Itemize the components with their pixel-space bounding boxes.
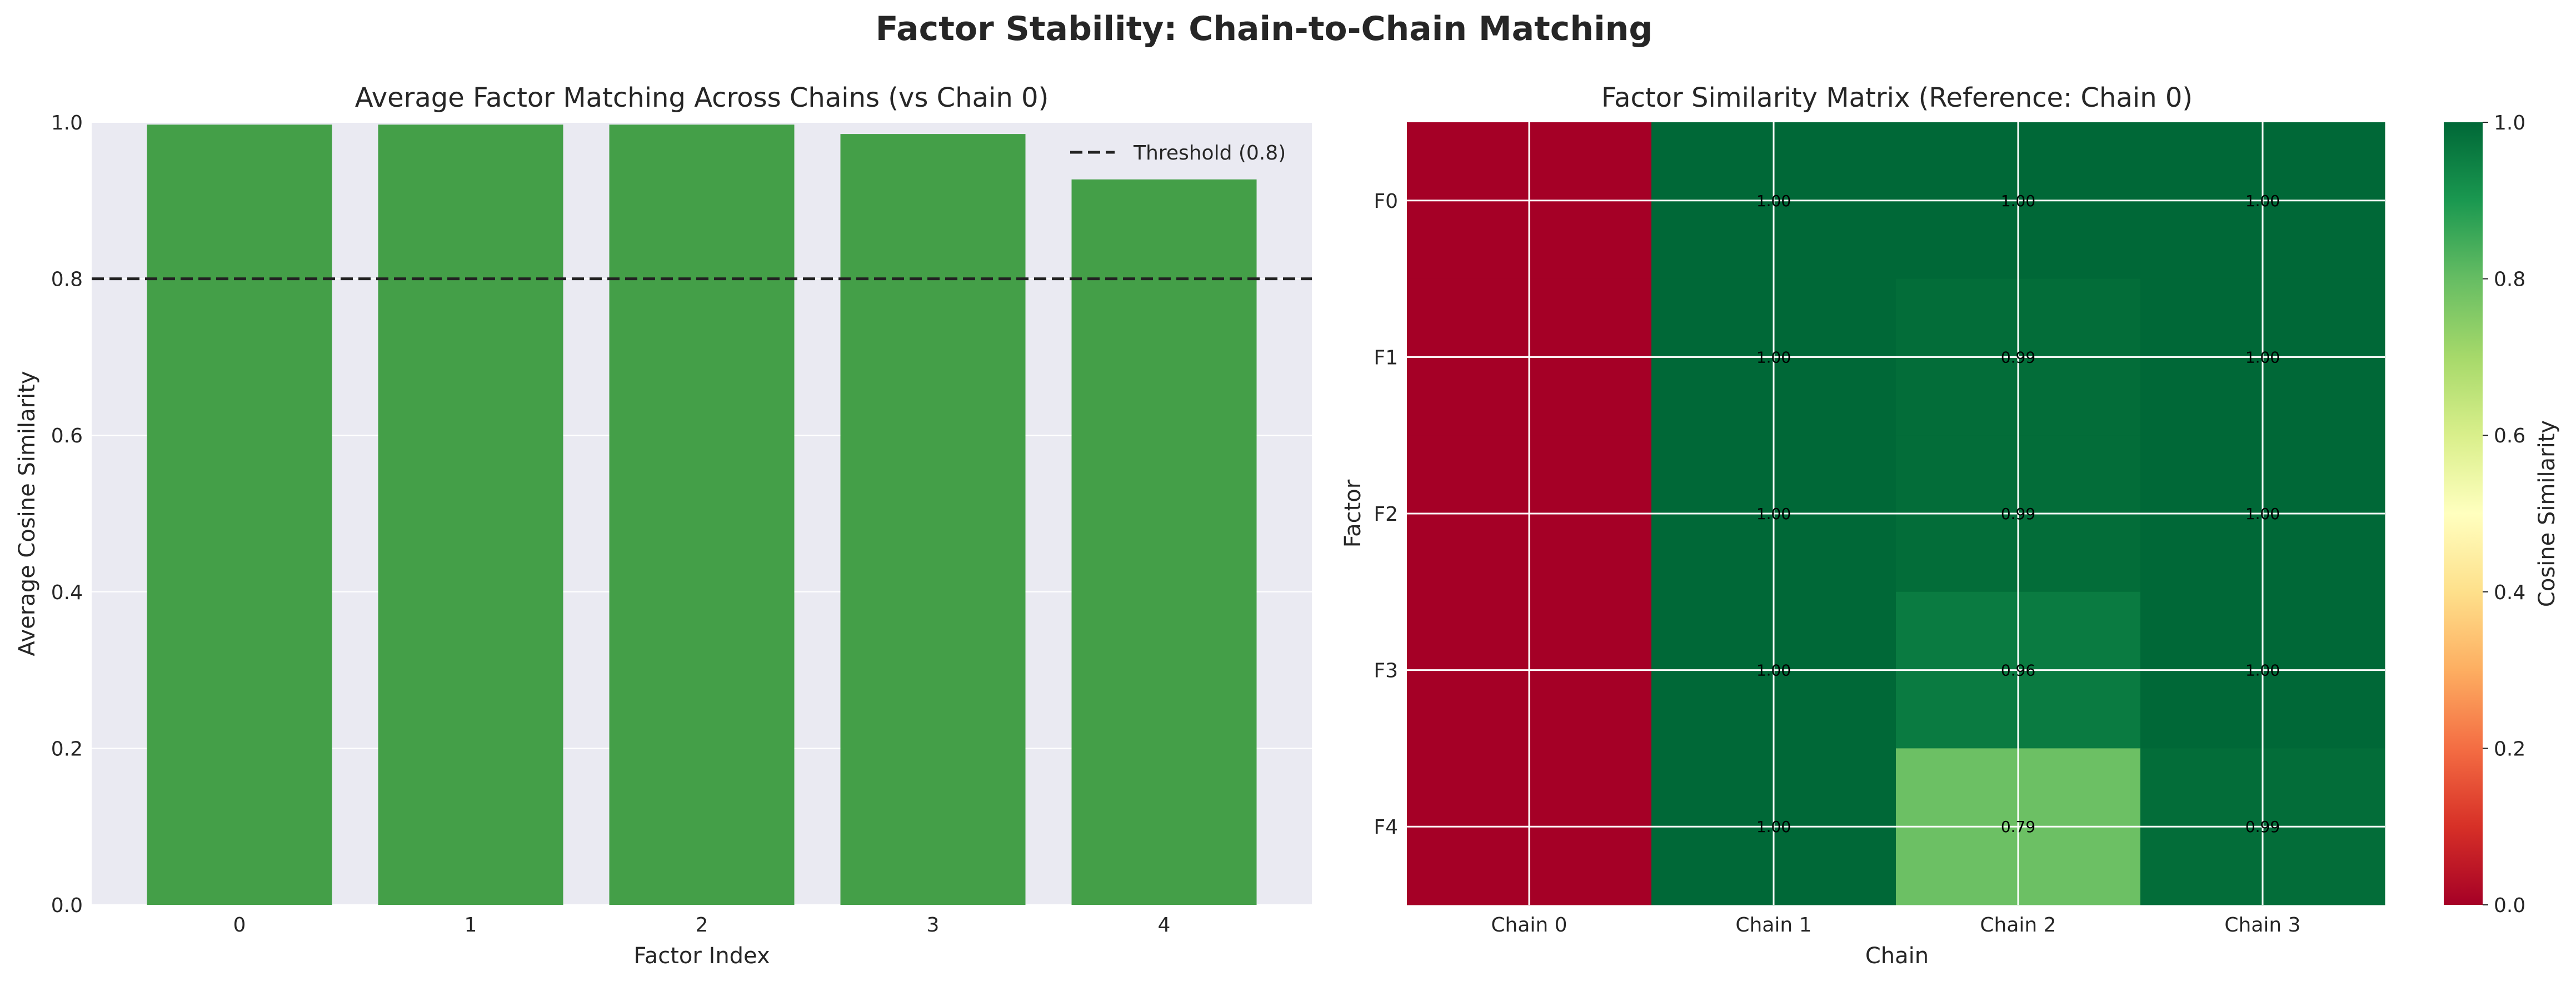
heatmap-gridlines xyxy=(1407,122,2385,905)
colorbar-tick-label: 1.0 xyxy=(2494,112,2525,135)
bar-y-axis-label: Average Cosine Similarity xyxy=(14,371,40,656)
heatmap-cell-value: 1.00 xyxy=(2001,192,2035,210)
heatmap-cell-value: 1.00 xyxy=(2245,505,2280,523)
bar-x-axis-label: Factor Index xyxy=(633,943,770,969)
colorbar-tick-label: 0.8 xyxy=(2494,268,2525,291)
heatmap-cell-value: 1.00 xyxy=(1756,505,1791,523)
heatmap-y-tick-label: F2 xyxy=(1374,503,1398,526)
bar-4 xyxy=(1071,179,1257,905)
heatmap-y-tick-label: F4 xyxy=(1374,816,1398,839)
colorbar-gradient xyxy=(2444,122,2483,905)
heatmap-x-axis-label: Chain xyxy=(1865,943,1929,969)
bar-chart-title: Average Factor Matching Across Chains (v… xyxy=(355,82,1049,113)
heatmap-annotations: 1.00 1.00 1.00 1.00 0.99 1.00 1.00 0.99 1.00 1.00… xyxy=(1756,192,2280,836)
heatmap-cell-value: 1.00 xyxy=(1756,348,1791,366)
bar-chart-panel: 0.0 0.2 0.4 0.6 0.8 1.0 0 1 2 3 4 Average Factor … xyxy=(14,82,1312,969)
colorbar-label: Cosine Similarity xyxy=(2534,420,2560,607)
heatmap-x-tick-label: Chain 3 xyxy=(2224,914,2300,937)
bar-y-tick-label: 0.8 xyxy=(51,268,83,291)
bar-y-tick-label: 0.6 xyxy=(51,425,83,447)
heatmap-cell-value: 1.00 xyxy=(2245,661,2280,680)
figure-title: Factor Stability: Chain-to-Chain Matchin… xyxy=(876,9,1653,48)
colorbar-tick-label: 0.0 xyxy=(2494,894,2525,917)
heatmap-cell-value: 1.00 xyxy=(1756,661,1791,680)
bar-y-tick-label: 0.2 xyxy=(51,738,83,760)
heatmap-cell-value: 0.79 xyxy=(2001,818,2035,836)
heatmap-x-tick-label: Chain 2 xyxy=(1980,914,2056,937)
bar-x-tick-label: 2 xyxy=(696,914,708,937)
bar-y-tick-label: 0.0 xyxy=(51,894,83,917)
heatmap-panel: 1.00 1.00 1.00 1.00 0.99 1.00 1.00 0.99 1.00 1.00… xyxy=(1340,82,2385,969)
bar-0 xyxy=(147,125,332,905)
bar-2 xyxy=(609,125,795,905)
heatmap-cell-value: 0.96 xyxy=(2001,661,2035,680)
heatmap-y-tick-label: F0 xyxy=(1374,190,1398,213)
heatmap-x-tick-label: Chain 0 xyxy=(1491,914,1567,937)
heatmap-cell-value: 1.00 xyxy=(2245,348,2280,366)
heatmap-x-tick-label: Chain 1 xyxy=(1735,914,1811,937)
heatmap-cell-value: 0.99 xyxy=(2001,348,2035,366)
bar-x-ticks: 0 1 2 3 4 xyxy=(233,914,1171,937)
bar-x-tick-label: 3 xyxy=(927,914,940,937)
heatmap-cell-value: 1.00 xyxy=(1756,818,1791,836)
bar-x-tick-label: 0 xyxy=(233,914,246,937)
heatmap-cell-value: 1.00 xyxy=(2245,192,2280,210)
colorbar: 0.0 0.2 0.4 0.6 0.8 1.0 Cosine Similarity xyxy=(2444,112,2560,917)
heatmap-cell-value: 0.99 xyxy=(2245,818,2280,836)
heatmap-y-tick-label: F3 xyxy=(1374,660,1398,683)
bar-legend: Threshold (0.8) xyxy=(1070,142,1286,165)
heatmap-x-ticks: Chain 0 Chain 1 Chain 2 Chain 3 xyxy=(1491,914,2300,937)
heatmap-y-axis-label: Factor xyxy=(1340,479,1366,547)
bar-3 xyxy=(840,134,1026,905)
bar-y-ticks: 0.0 0.2 0.4 0.6 0.8 1.0 xyxy=(51,112,83,917)
legend-threshold-label: Threshold (0.8) xyxy=(1133,142,1286,165)
bar-series xyxy=(147,125,1257,905)
heatmap-cell-value: 0.99 xyxy=(2001,505,2035,523)
bar-1 xyxy=(378,125,563,905)
bar-y-tick-label: 1.0 xyxy=(51,112,83,135)
colorbar-ticks: 0.0 0.2 0.4 0.6 0.8 1.0 xyxy=(2483,112,2525,917)
bar-x-tick-label: 4 xyxy=(1158,914,1171,937)
colorbar-tick-label: 0.6 xyxy=(2494,425,2525,447)
heatmap-title: Factor Similarity Matrix (Reference: Cha… xyxy=(1601,82,2193,113)
heatmap-y-tick-label: F1 xyxy=(1374,346,1398,369)
colorbar-tick-label: 0.4 xyxy=(2494,581,2525,604)
heatmap-cell-value: 1.00 xyxy=(1756,192,1791,210)
bar-y-tick-label: 0.4 xyxy=(51,581,83,604)
colorbar-tick-label: 0.2 xyxy=(2494,738,2525,760)
heatmap-y-ticks: F0 F1 F2 F3 F4 xyxy=(1374,190,1398,839)
bar-x-tick-label: 1 xyxy=(465,914,477,937)
